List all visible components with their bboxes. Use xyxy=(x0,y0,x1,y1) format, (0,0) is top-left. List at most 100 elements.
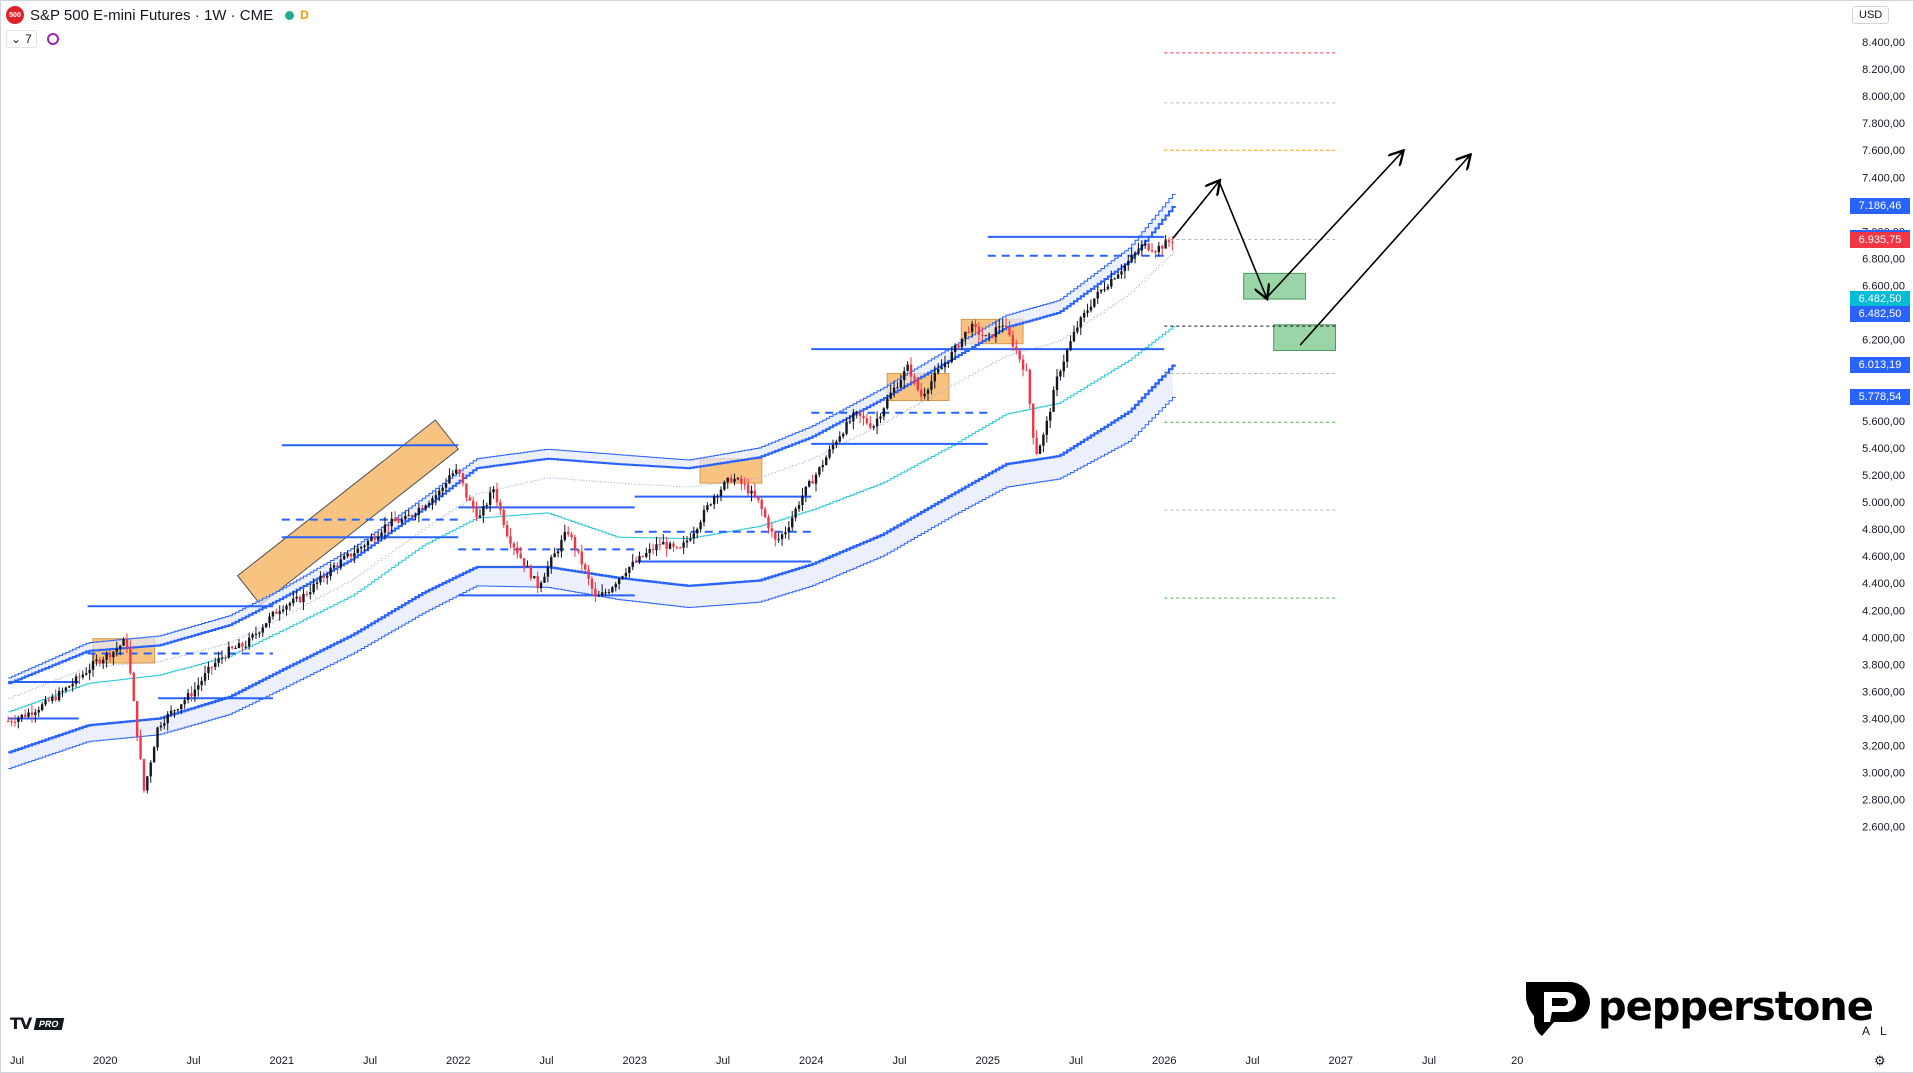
candle-body xyxy=(981,334,984,337)
candle-body xyxy=(936,369,940,373)
upper-band-line xyxy=(8,206,1176,685)
candle-body xyxy=(10,721,13,723)
candle-body xyxy=(23,714,27,717)
candle-body xyxy=(855,411,858,413)
candle-body xyxy=(750,490,753,494)
sync-icon[interactable] xyxy=(46,33,59,45)
y-tick-label: 2.600,00 xyxy=(1862,822,1905,834)
candle-body xyxy=(434,495,438,499)
candle-body xyxy=(814,474,818,484)
candle-body xyxy=(964,331,967,339)
candle-body xyxy=(998,326,1001,328)
candle-body xyxy=(139,736,142,760)
x-tick-label: Jul xyxy=(363,1055,377,1067)
candle-body xyxy=(1049,411,1052,421)
candle-body xyxy=(275,611,278,614)
candle-body xyxy=(763,509,767,518)
candle-body xyxy=(651,549,655,551)
auto-scale-button[interactable]: A xyxy=(1862,1024,1871,1038)
candle-body xyxy=(315,582,319,584)
candle-body xyxy=(390,518,393,527)
candle-body xyxy=(424,505,427,509)
candle-body xyxy=(217,658,220,663)
candle-body xyxy=(230,646,234,649)
candle-body xyxy=(940,367,943,370)
candle-body xyxy=(13,721,17,723)
candle-body xyxy=(1062,361,1065,372)
candle-body xyxy=(1171,242,1174,244)
candle-body xyxy=(258,632,261,634)
x-tick-label: 2024 xyxy=(799,1055,823,1067)
candle-body xyxy=(458,469,461,474)
candle-body xyxy=(726,477,729,483)
candle-body xyxy=(543,576,546,583)
candle-body xyxy=(132,672,135,702)
candle-body xyxy=(465,483,468,498)
candle-body xyxy=(920,389,923,397)
x-tick-label: 2023 xyxy=(623,1055,647,1067)
candle-body xyxy=(641,555,645,557)
tradingview-logo[interactable]: TV PRO xyxy=(10,1014,65,1033)
candle-body xyxy=(1028,369,1032,404)
scale-buttons: A L xyxy=(1862,1024,1887,1038)
candle-body xyxy=(882,408,886,417)
candle-body xyxy=(363,545,366,547)
candle-body xyxy=(455,469,458,474)
candle-body xyxy=(115,648,118,652)
candle-body xyxy=(254,633,258,635)
arrows-layer xyxy=(1172,152,1470,346)
candle-body xyxy=(869,423,872,428)
candle-body xyxy=(607,592,611,594)
candle-body xyxy=(875,418,879,427)
candle-body xyxy=(774,531,777,540)
candle-body xyxy=(740,478,743,484)
settings-gear-icon[interactable]: ⚙ xyxy=(1874,1053,1886,1068)
candle-body xyxy=(370,537,373,541)
candle-body xyxy=(1025,369,1028,371)
candle-body xyxy=(984,335,987,337)
candle-body xyxy=(777,539,780,541)
symbol-title[interactable]: S&P 500 E-mini Futures · 1W · CME xyxy=(30,6,274,24)
candle-body xyxy=(17,718,20,723)
candle-body xyxy=(583,564,587,570)
candle-body xyxy=(414,514,417,516)
candle-body xyxy=(495,489,499,503)
candle-body xyxy=(247,637,251,647)
symbol-header[interactable]: 500 S&P 500 E-mini Futures · 1W · CME D xyxy=(6,4,309,26)
candle-body xyxy=(1018,350,1021,360)
x-tick-label: 2022 xyxy=(446,1055,470,1067)
candle-body xyxy=(1021,359,1025,370)
candle-body xyxy=(98,659,102,664)
candle-body xyxy=(1110,278,1113,287)
candle-body xyxy=(587,569,590,579)
candle-body xyxy=(994,327,998,337)
candle-body xyxy=(638,555,641,562)
candle-body xyxy=(505,524,509,537)
delayed-badge: D xyxy=(300,8,309,22)
indicators-toggle[interactable]: ⌄ 7 xyxy=(6,30,37,48)
indicators-row: ⌄ 7 xyxy=(6,30,59,48)
lower-band-fill xyxy=(8,365,1174,769)
candle-body xyxy=(336,565,339,567)
candle-body xyxy=(614,584,617,588)
candle-body xyxy=(251,634,254,638)
candle-body xyxy=(892,387,896,393)
candle-body xyxy=(366,540,370,546)
candle-body xyxy=(536,576,539,589)
candle-body xyxy=(991,334,994,337)
candle-body xyxy=(933,372,936,382)
tv-logo-mark: TV xyxy=(10,1014,32,1033)
currency-button[interactable]: USD xyxy=(1852,6,1890,24)
price-tag: 6.935,75 xyxy=(1850,232,1910,249)
candle-body xyxy=(1004,325,1008,327)
candle-body xyxy=(227,646,230,658)
y-tick-label: 7.800,00 xyxy=(1862,118,1905,130)
log-scale-button[interactable]: L xyxy=(1880,1024,1887,1038)
candle-body xyxy=(539,582,543,589)
candle-body xyxy=(142,759,146,791)
candle-body xyxy=(872,426,875,428)
candle-body xyxy=(475,508,478,518)
mid-dotted-line xyxy=(8,251,1176,699)
price-tag: 6.482,50 xyxy=(1850,305,1910,322)
